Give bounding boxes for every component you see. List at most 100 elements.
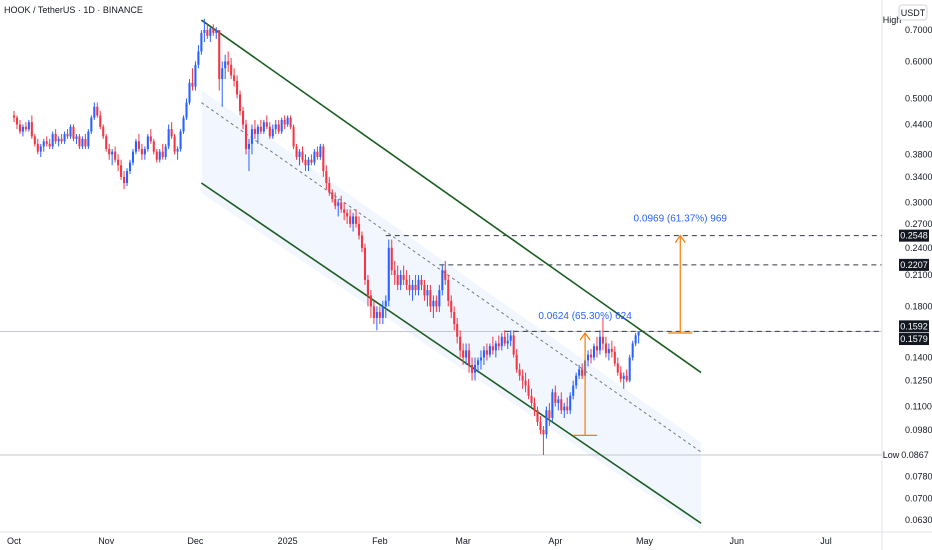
candle-body [411,284,414,291]
candle-body [360,235,364,248]
candle-body [491,346,494,351]
price-tag-box [883,14,900,26]
candle-body [408,284,411,291]
candle-body [194,64,197,87]
candle-body [149,136,152,142]
candle-body [515,354,518,370]
candle-body [173,136,176,152]
measure-tools[interactable]: 0.0624 (65.30%) 624 0.0969 (61.37%) 969 [538,214,727,436]
candle-body [69,126,72,137]
candle-body [265,122,268,127]
candle-body [429,290,432,307]
candle-body [349,216,352,224]
candle-body [631,343,634,358]
candle-body [93,106,96,118]
candle-body [634,335,637,344]
candle-body [108,149,111,155]
candle-body [414,284,417,291]
candle-body [592,346,596,358]
candle-body [610,348,613,352]
candles [12,18,640,456]
candle-body [325,171,328,184]
price-tag-box [899,320,929,333]
candle-body [152,141,155,152]
candle-body [548,410,551,418]
candle-body [230,64,233,76]
candle-body [554,392,557,403]
candle-body [143,149,146,155]
candle-body [137,141,140,150]
candle-body [542,430,545,435]
candle-body [161,151,164,158]
candle-body [479,357,483,361]
candle-body [447,279,450,301]
candle-body [313,151,316,163]
currency-button[interactable] [898,4,928,21]
measure-label: 0.0624 (65.30%) 624 [538,311,632,322]
candle-body [426,290,429,296]
time-tick-label: May [636,536,654,546]
candle-body [212,28,215,33]
candle-body [227,61,230,65]
candle-body [247,143,251,150]
candle-body [111,151,114,155]
candle-body [622,375,625,379]
candle-body [197,51,200,65]
regression-channel[interactable] [200,19,702,524]
candle-body [506,340,509,344]
candle-body [241,111,245,125]
candle-body [589,354,593,358]
candle-body [518,369,521,376]
candle-body [539,421,542,431]
candle-body [102,126,105,137]
price-tick-label: 0.0700 [905,494,932,504]
time-tick-label: Feb [372,536,388,546]
candle-body [164,146,167,158]
channel-upper-line[interactable] [200,19,702,374]
candle-body [563,406,566,411]
candle-body [450,300,453,313]
candle-body [557,399,560,403]
candle-body [581,369,584,376]
candle-body [375,312,378,318]
candle-body [575,375,578,386]
candle-body [244,124,248,150]
candle-body [146,136,149,150]
candle-body [604,343,607,354]
candle-body [619,372,622,379]
channel-lower-line[interactable] [200,182,702,524]
candle-body [572,385,575,396]
candle-body [456,324,459,337]
candle-body [60,138,63,142]
candle-body [384,300,387,307]
price-tick-label: 0.0980 [905,425,932,435]
candle-body [18,124,21,132]
candle-body [215,30,218,33]
candle-body [301,151,304,160]
price-tick-label: 0.1800 [905,301,932,311]
candle-body [551,392,554,418]
candle-body [182,117,185,132]
measure-label: 0.0969 (61.37%) 969 [634,214,728,225]
price-tick-label: 0.6000 [905,56,932,66]
candle-body [239,94,242,112]
measure-arrow-head [579,331,591,341]
candle-body [378,312,381,318]
candle-body [271,129,274,137]
candle-body [509,335,512,341]
price-tick-label: 0.1400 [905,353,932,363]
candle-body [48,143,51,147]
candle-body [289,117,292,127]
candle-body [21,126,24,132]
price-tick-label: 0.2100 [905,270,932,280]
price-tick-label: 0.3400 [905,172,932,182]
price-tick-label: 0.2700 [905,219,932,229]
candle-body [337,202,340,206]
candle-body [114,151,117,160]
candle-body [587,354,590,361]
time-tick-label: Jul [820,536,832,546]
candle-body [24,126,27,130]
candle-body [566,406,569,411]
